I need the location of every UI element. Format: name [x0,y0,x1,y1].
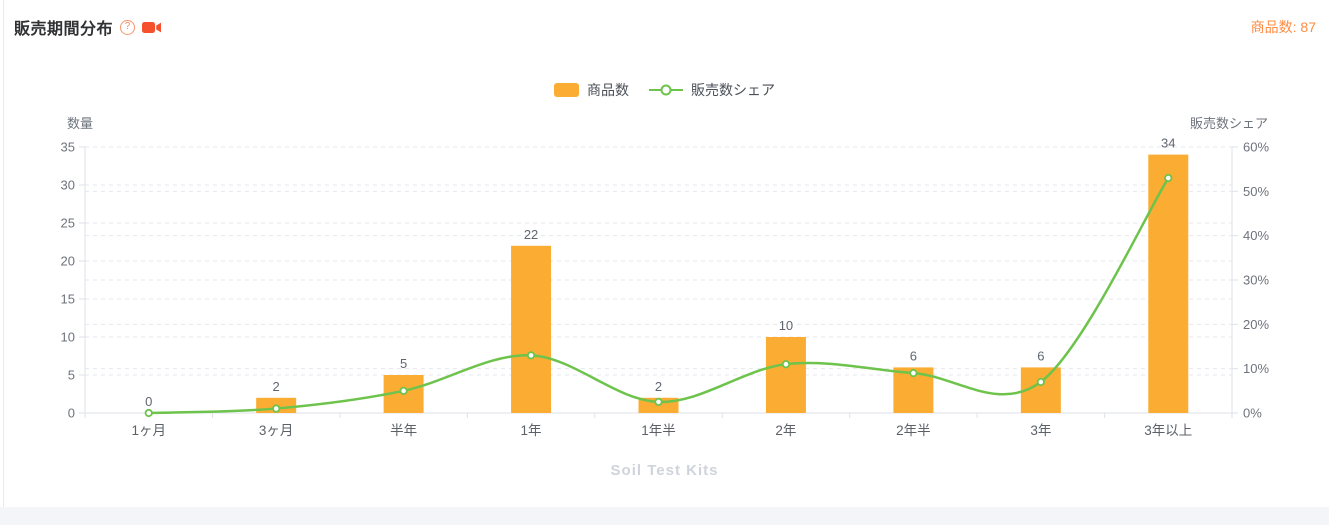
share-line-point[interactable] [272,404,281,413]
legend-bar-swatch-icon [554,83,579,97]
share-line-point[interactable] [909,368,918,378]
x-axis-category-label: 1年半 [641,423,676,438]
legend-item-count[interactable]: 商品数 [554,80,629,100]
x-axis-category-label: 2年半 [896,423,931,438]
x-axis-category-label: 3年 [1030,423,1051,438]
share-line [147,176,1170,415]
share-line-point[interactable] [1164,173,1173,183]
left-axis-title: 数量 [67,116,93,131]
legend: 商品数 販売数シェア [0,80,1329,100]
left-axis-tick-label: 30 [61,178,75,193]
share-line-point[interactable] [781,360,791,369]
left-border [3,0,4,507]
right-axis-title: 販売数シェア [1190,116,1268,131]
bar[interactable] [765,337,806,413]
share-line-point[interactable] [1036,377,1045,387]
help-icon[interactable]: ? [120,19,136,35]
left-axis-tick-label: 20 [61,254,75,269]
share-line-point[interactable] [144,408,153,418]
right-axis-tick-label: 40% [1243,228,1269,243]
left-axis-tick-label: 15 [61,292,75,307]
left-axis-tick-label: 0 [68,406,75,421]
x-axis-category-label: 1年 [521,423,542,438]
legend-label: 販売数シェア [691,82,775,98]
chart-card [0,0,1329,507]
x-axis-category-label: 3ヶ月 [259,423,294,438]
bar-value-label: 6 [910,348,917,363]
panel-title: 販売期間分布 [14,21,114,38]
x-axis-category-label: 3年以上 [1144,423,1192,438]
bar-value-label: 34 [1161,136,1175,151]
share-line-point[interactable] [399,386,408,395]
right-axis-tick-label: 50% [1243,184,1269,199]
x-axis-category-label: 2年 [775,423,796,438]
bar-value-label: 6 [1037,348,1044,363]
right-axis-tick-label: 30% [1243,273,1269,288]
bar[interactable] [511,245,552,413]
x-axis-category-label: 1ヶ月 [131,423,166,438]
left-axis-tick-label: 25 [61,216,75,231]
bar[interactable] [1148,154,1189,413]
x-axis-category-label: 半年 [390,423,417,438]
watermark: Soil Test Kits [610,462,719,479]
bar-value-label: 22 [524,227,538,242]
left-axis-tick-label: 10 [61,330,75,345]
header: 販売期間分布 ? [14,15,162,39]
share-line-point[interactable] [526,351,536,360]
video-tutorial-icon[interactable] [142,20,162,35]
bar-value-label: 5 [400,356,407,371]
right-axis-tick-label: 0% [1243,406,1262,421]
legend-line-marker-icon [649,84,683,96]
right-axis-tick-label: 10% [1243,361,1269,376]
product-count-stat: 商品数: 87 [1250,19,1316,35]
bar-value-label: 10 [779,318,793,333]
left-axis-tick-label: 35 [61,140,75,155]
page-background-strip [0,507,1329,525]
share-line-point[interactable] [654,397,663,407]
left-axis-tick-label: 5 [68,368,75,383]
legend-item-share[interactable]: 販売数シェア [649,80,775,100]
right-axis-tick-label: 20% [1243,317,1269,332]
bar-value-label: 2 [655,379,662,394]
bar-value-label: 0 [145,394,152,409]
right-axis-tick-label: 60% [1243,140,1269,155]
legend-label: 商品数 [587,82,629,98]
bar-value-label: 2 [273,379,280,394]
